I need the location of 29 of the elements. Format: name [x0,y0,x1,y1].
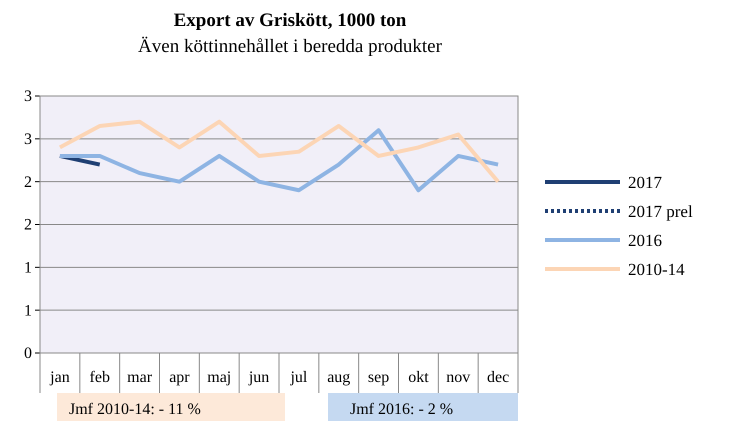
x-tick-label: aug [327,369,350,386]
line-series [58,120,500,184]
y-tick-label: 3 [24,130,32,148]
legend-label: 2010-14 [628,260,686,279]
text: Jmf 2016: - 2 % [350,401,454,418]
x-tick-label: okt [408,369,430,386]
x-tick-label: jul [289,369,308,386]
y-tick-label: 0 [24,345,32,362]
y-tick-label: 2 [24,174,32,191]
x-tick-label: jan [49,369,70,386]
x-tick-label: feb [90,369,110,386]
x-tick-label: maj [207,369,232,386]
chart-subtitle: Även köttinnehållet i beredda produkter [138,36,443,57]
legend-label: 2017 [628,173,662,192]
line-series [58,128,500,192]
x-tick-label: nov [446,369,470,386]
x-tick-label: jun [248,369,270,386]
legend-label: 2016 [628,231,662,250]
x-tick-label: sep [368,369,390,386]
chart-title: Export av Griskött, 1000 ton [174,10,407,31]
legend-label: 2017 prel [628,202,693,221]
x-tick-label: apr [169,369,190,386]
y-tick-label: 3 [24,88,32,106]
x-tick-label: mar [127,369,153,386]
x-tick-label: dec [486,369,510,386]
y-tick-label: 1 [24,302,32,320]
y-tick-label: 2 [24,216,32,234]
y-tick-label: 1 [24,259,32,276]
text: Jmf 2010-14: - 11 % [69,401,201,418]
